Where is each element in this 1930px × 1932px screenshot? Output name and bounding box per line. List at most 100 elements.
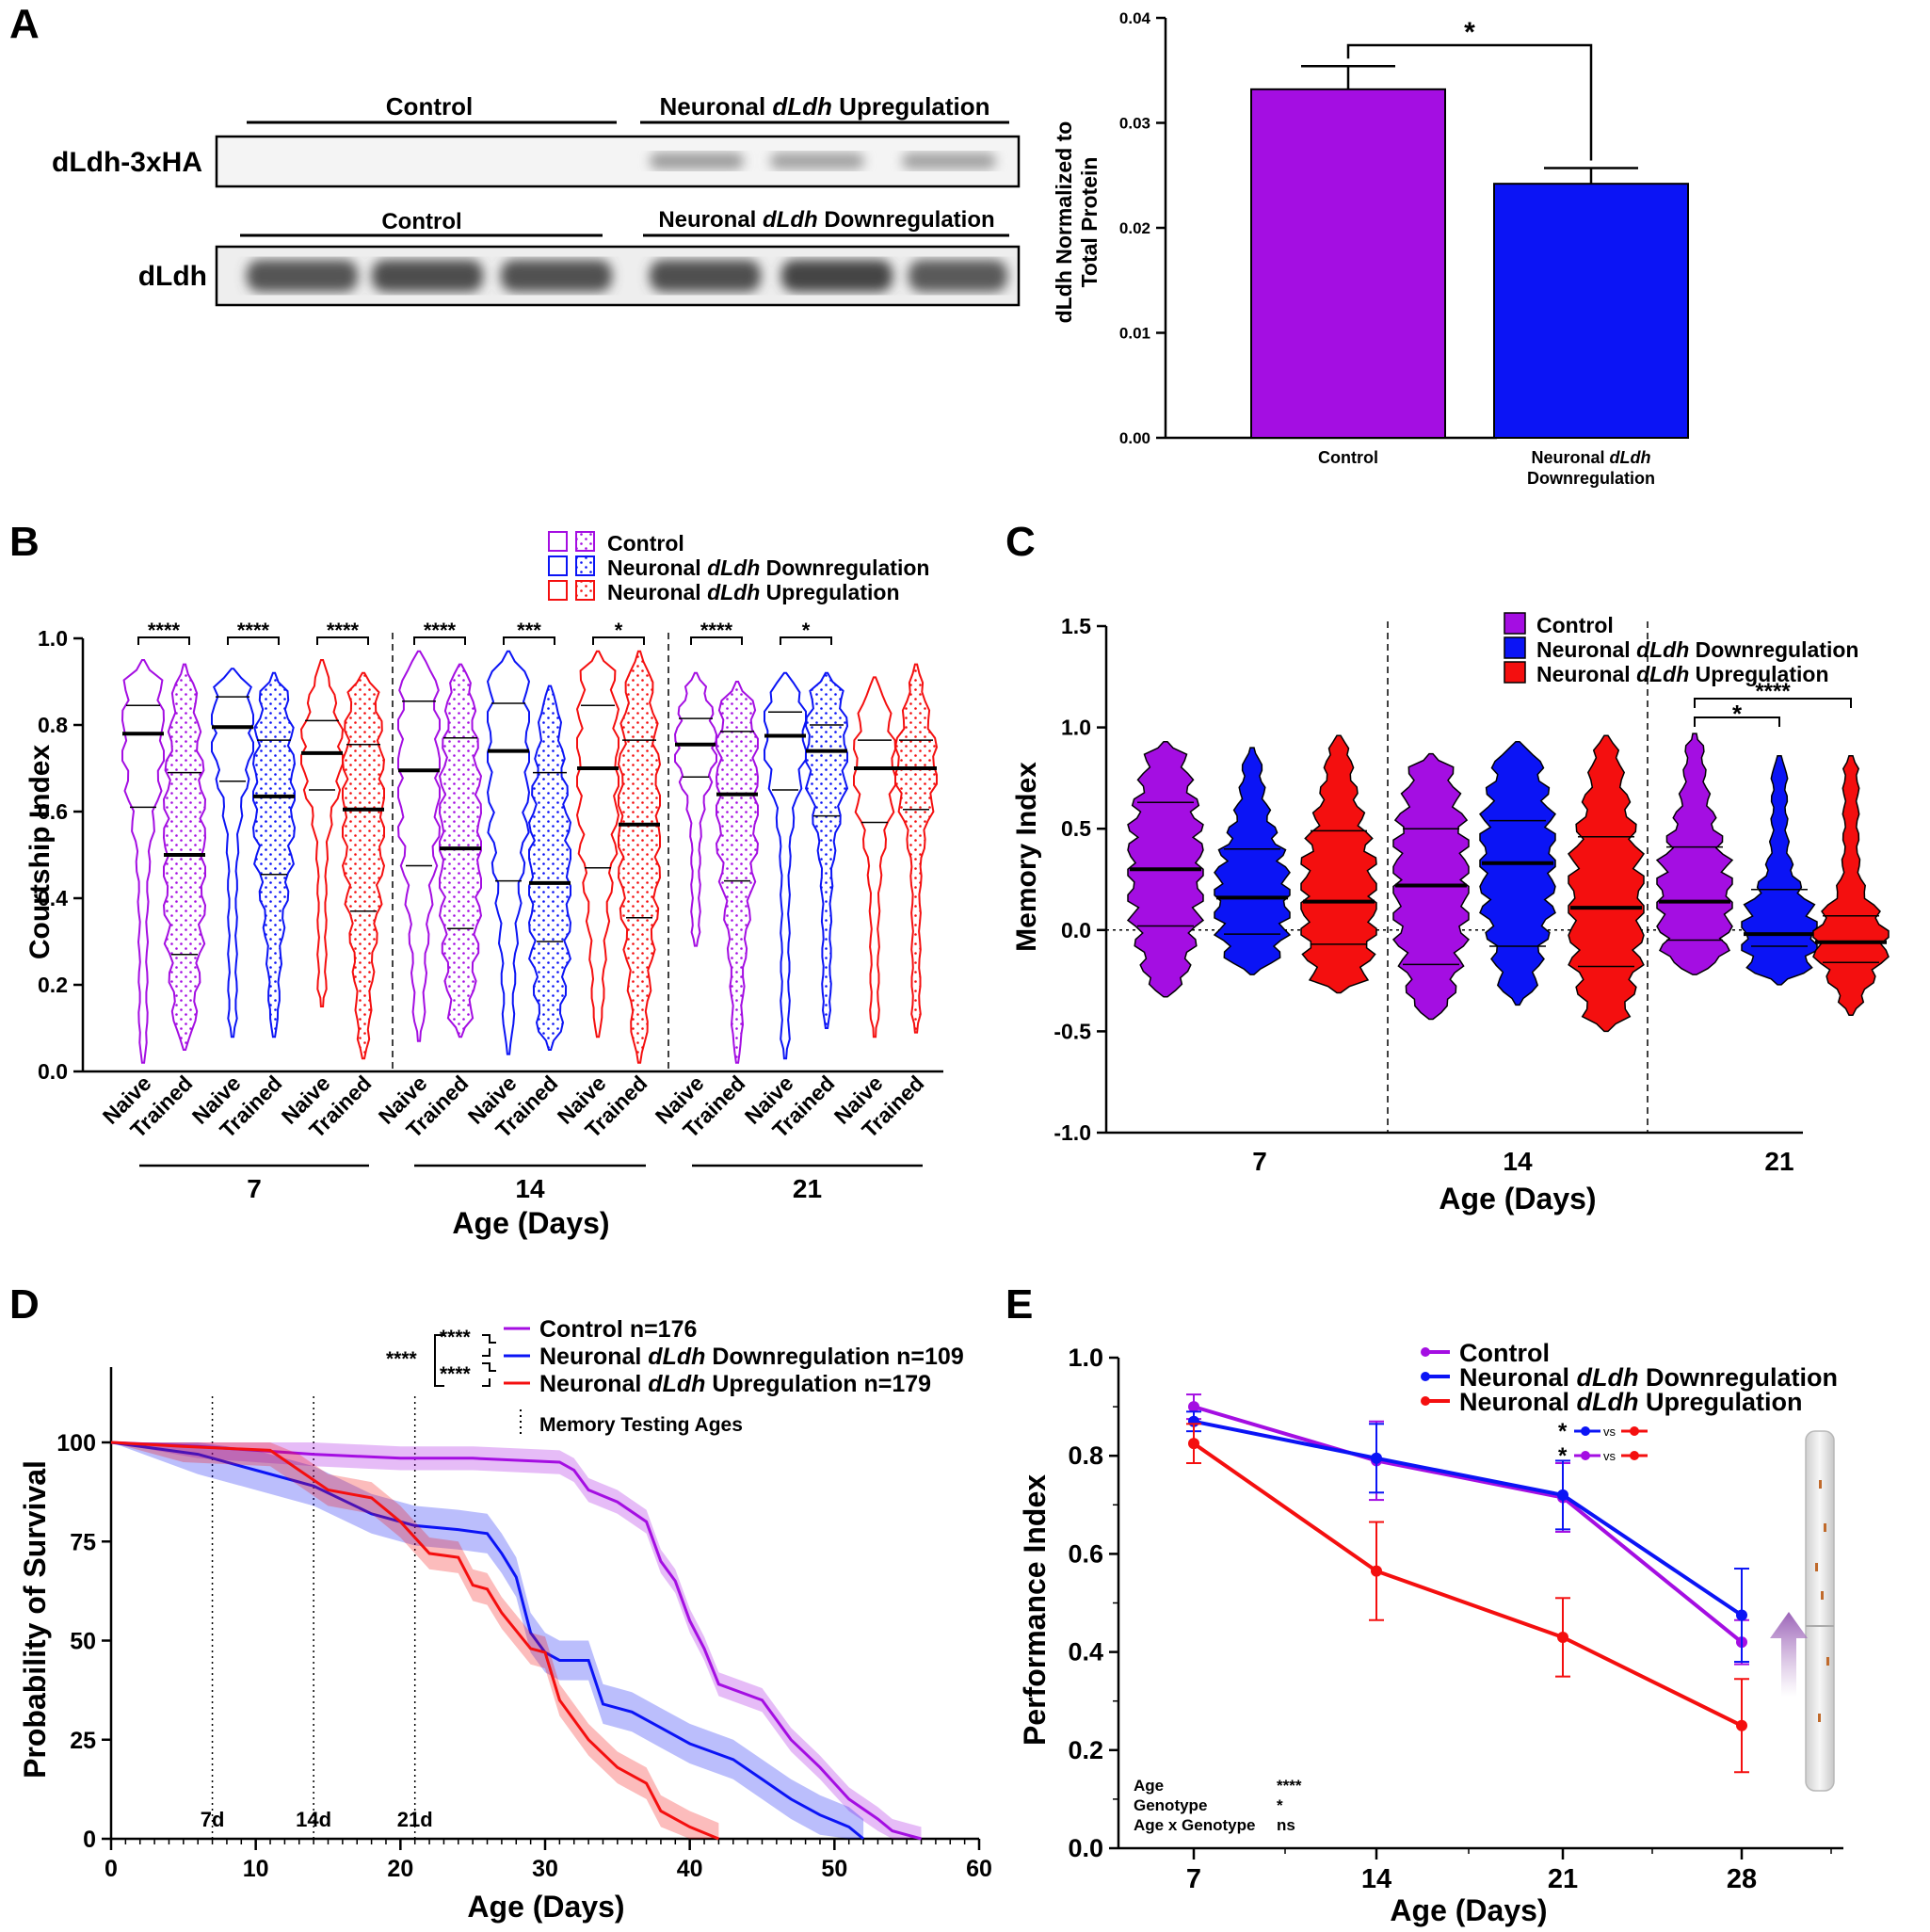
stats-label: **** (440, 1327, 472, 1348)
blot-top-image (215, 135, 1021, 188)
stats-label: **** (440, 1363, 472, 1385)
y-tick-label: 0.4 (1068, 1638, 1103, 1666)
y-tick-label: 0.6 (38, 799, 68, 824)
y-axis-label: Courtship Index (24, 745, 56, 960)
blot-bottom-bands (247, 260, 1007, 292)
significance-bracket (137, 636, 190, 645)
significance-label: * (802, 619, 811, 642)
vs-marker (1630, 1426, 1639, 1436)
x-axis-label: Age (Days) (1439, 1182, 1596, 1216)
legend-label: Control (607, 531, 684, 555)
testing-age-label: 7d (201, 1808, 225, 1831)
legend-label: Neuronal dLdh Upregulation (1459, 1388, 1803, 1416)
significance-label: *** (517, 619, 541, 642)
testing-age-label: 21d (397, 1808, 433, 1831)
significance-label: **** (327, 619, 360, 642)
legend-label: Neuronal dLdh Downregulation (1536, 637, 1858, 662)
violin (1300, 734, 1377, 994)
x-tick-label: 14 (1361, 1864, 1391, 1894)
y-tick-label: 0 (83, 1827, 96, 1853)
blot-bottom-row-label: dLdh (138, 261, 207, 292)
vs-label: vs (1603, 1425, 1616, 1439)
x-tick-label: 21 (1548, 1864, 1578, 1894)
age-tick-label: 7 (1252, 1147, 1267, 1176)
violin-trained (251, 671, 297, 1038)
stats-bracket (434, 1334, 444, 1387)
age-group-label: 7 (247, 1174, 262, 1203)
significance-bracket (413, 636, 466, 645)
violin-naive (673, 671, 718, 947)
y-tick-label: 0.8 (38, 713, 68, 737)
fly-icon (1818, 1714, 1821, 1722)
x-tick-label: 30 (532, 1856, 558, 1882)
survival-line (110, 1441, 719, 1841)
x-tick-label: 20 (387, 1856, 413, 1882)
y-tick-label: -1.0 (1053, 1120, 1091, 1145)
violin-trained (341, 671, 386, 1060)
legend-swatch-open (548, 580, 568, 601)
stats-bracket (482, 1362, 496, 1387)
panel-label-b: B (9, 519, 40, 565)
x-axis-label: Age (Days) (1390, 1893, 1547, 1927)
x-tick-label: 7 (1186, 1864, 1201, 1894)
legend-swatch (1504, 661, 1526, 684)
x-tick-label: Control (1318, 448, 1378, 467)
vs-marker (1630, 1451, 1639, 1460)
legend-label: Neuronal dLdh Upregulation (607, 580, 900, 604)
survival-band (111, 1442, 864, 1839)
y-tick-label: 0.0 (1061, 918, 1091, 942)
fly-icon (1815, 1563, 1818, 1571)
data-point (1557, 1489, 1568, 1501)
significance-bracket (1694, 716, 1780, 727)
x-tick-label: 0 (105, 1856, 118, 1882)
y-tick-label: 0.5 (1061, 816, 1091, 841)
violin (1655, 733, 1734, 975)
blot-top-row-label: dLdh-3xHA (52, 147, 202, 178)
stats-label: Age x Genotype (1134, 1816, 1255, 1834)
significance-label: * (1464, 17, 1475, 48)
y-tick-label: 1.0 (1061, 716, 1091, 740)
significance-label: **** (700, 619, 733, 642)
fly-icon (1819, 1480, 1822, 1489)
bar (1250, 88, 1446, 439)
data-point (1371, 1452, 1382, 1464)
significance-bracket (503, 636, 555, 645)
violin-trained (438, 663, 483, 1038)
y-tick-label: 0.04 (1119, 9, 1151, 27)
legend-marker (1421, 1372, 1430, 1381)
y-tick-label: 0.6 (1068, 1539, 1103, 1568)
performance-line (1193, 1405, 1744, 1644)
significance-bracket (316, 636, 369, 645)
significance-label: **** (237, 619, 270, 642)
violin (1478, 740, 1557, 1006)
testing-age-label: 14d (296, 1808, 331, 1831)
significance-label: **** (1755, 679, 1791, 704)
stats-value: ns (1277, 1816, 1295, 1834)
survival-line (110, 1441, 865, 1841)
blot-top-right-group: Neuronal dLdh Upregulation (659, 92, 989, 121)
significance-label: **** (148, 619, 181, 642)
violin-naive (763, 671, 808, 1060)
stats-value: * (1277, 1796, 1283, 1814)
violin-trained (527, 684, 572, 1051)
blot-top-left-group: Control (386, 92, 473, 121)
y-tick-label: 1.0 (1068, 1344, 1103, 1372)
vs-star: * (1558, 1443, 1568, 1469)
violin-naive (396, 650, 442, 1042)
x-tick-label: 10 (243, 1856, 269, 1882)
fly-icon (1826, 1657, 1829, 1666)
y-tick-label: 0.02 (1119, 219, 1150, 237)
y-tick-label: 75 (70, 1529, 96, 1555)
x-tick-label: Neuronal dLdh (1532, 448, 1651, 467)
data-point (1188, 1438, 1199, 1450)
y-tick-label: 1.0 (38, 626, 68, 651)
y-axis-label: dLdh Normalized toTotal Protein (1052, 121, 1102, 324)
y-axis-label: Memory Index (1011, 762, 1042, 952)
fly-icon (1821, 1591, 1824, 1600)
stats-value: **** (1277, 1777, 1302, 1795)
violin-naive (121, 659, 166, 1064)
x-tick-label: 50 (821, 1856, 847, 1882)
legend-label: Memory Testing Ages (539, 1414, 743, 1436)
legend-label: Control (1536, 613, 1614, 637)
